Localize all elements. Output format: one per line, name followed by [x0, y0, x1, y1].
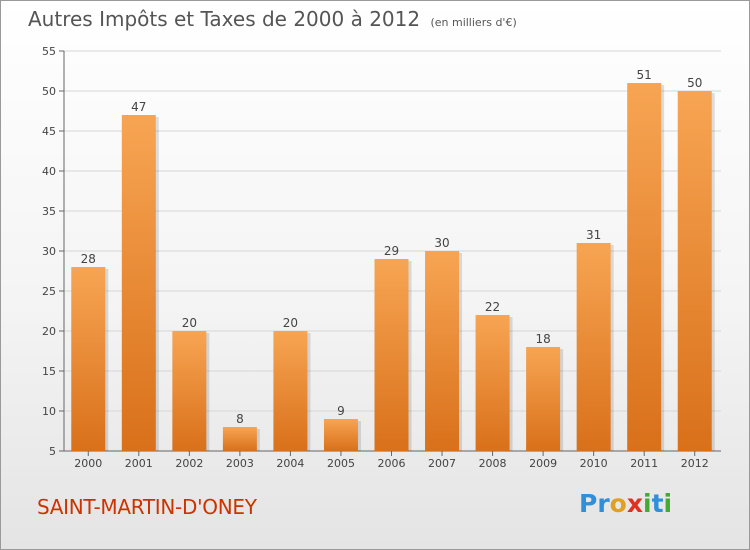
- bar: [576, 243, 611, 451]
- bar: [526, 347, 561, 451]
- x-tick-label: 2008: [479, 457, 507, 470]
- x-tick-label: 2010: [580, 457, 608, 470]
- x-tick-label: 2004: [276, 457, 304, 470]
- y-tick-label: 5: [49, 445, 56, 458]
- y-tick-label: 15: [42, 365, 56, 378]
- y-tick-label: 35: [42, 205, 56, 218]
- x-tick-label: 2009: [529, 457, 557, 470]
- chart-subtitle: (en milliers d'€): [430, 16, 517, 29]
- x-tick-label: 2003: [226, 457, 254, 470]
- y-tick-label: 10: [42, 405, 56, 418]
- x-tick-label: 2001: [125, 457, 153, 470]
- bar: [71, 267, 106, 451]
- bar: [323, 419, 358, 451]
- logo-letter: o: [609, 489, 627, 518]
- data-label: 50: [687, 76, 702, 90]
- bar: [677, 91, 712, 451]
- data-label: 18: [535, 332, 550, 346]
- data-label: 20: [283, 316, 298, 330]
- commune-name: SAINT-MARTIN-D'ONEY: [37, 495, 257, 519]
- data-label: 30: [434, 236, 449, 250]
- chart-title-text: Autres Impôts et Taxes de 2000 à 2012: [28, 7, 421, 31]
- logo-letter: x: [626, 489, 643, 518]
- chart-title: Autres Impôts et Taxes de 2000 à 2012 (e…: [28, 7, 517, 31]
- data-label: 20: [182, 316, 197, 330]
- x-tick-label: 2011: [630, 457, 658, 470]
- data-label: 29: [384, 244, 399, 258]
- logo-letter: i: [663, 489, 673, 518]
- y-tick-label: 30: [42, 245, 56, 258]
- data-label: 28: [81, 252, 96, 266]
- y-tick-label: 55: [42, 45, 56, 58]
- x-tick-label: 2000: [74, 457, 102, 470]
- x-tick-label: 2005: [327, 457, 355, 470]
- data-label: 31: [586, 228, 601, 242]
- x-tick-label: 2006: [378, 457, 406, 470]
- data-label: 47: [131, 100, 146, 114]
- data-label: 22: [485, 300, 500, 314]
- data-label: 9: [337, 404, 345, 418]
- bar: [222, 427, 257, 451]
- logo-letter: r: [597, 489, 610, 518]
- y-tick-label: 25: [42, 285, 56, 298]
- logo-letter: t: [651, 489, 664, 518]
- logo-letter: i: [643, 489, 652, 518]
- bar: [273, 331, 308, 451]
- bar: [627, 83, 662, 451]
- bar: [374, 259, 409, 451]
- x-tick-label: 2007: [428, 457, 456, 470]
- x-tick-label: 2002: [175, 457, 203, 470]
- bar: [121, 115, 156, 451]
- bar: [172, 331, 207, 451]
- data-labels: 28 47 20 8 20 9 29 30 22 18 31 51 50: [81, 68, 703, 426]
- logo-letter: P: [579, 489, 598, 518]
- data-label: 51: [637, 68, 652, 82]
- bar: [425, 251, 460, 451]
- data-label: 8: [236, 412, 244, 426]
- proxiti-logo: Proxiti: [579, 489, 672, 518]
- bar: [475, 315, 510, 451]
- y-tick-label: 40: [42, 165, 56, 178]
- bars: [71, 83, 715, 451]
- y-tick-label: 45: [42, 125, 56, 138]
- y-tick-label: 50: [42, 85, 56, 98]
- x-tick-label: 2012: [681, 457, 709, 470]
- y-tick-label: 20: [42, 325, 56, 338]
